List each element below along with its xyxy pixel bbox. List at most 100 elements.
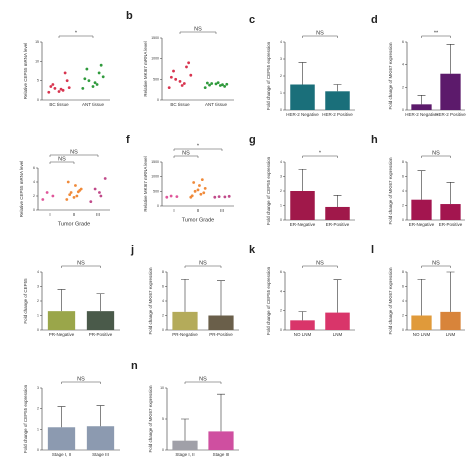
- y-tick-label: 2: [280, 189, 282, 193]
- significance-bracket: [421, 155, 451, 158]
- x-tick-label: HER-2 Positive: [322, 112, 353, 117]
- y-tick-label: 8: [402, 160, 404, 164]
- bar: [290, 191, 315, 220]
- panel-label: n: [131, 360, 138, 372]
- y-axis-label: Relative MKI67 mRNA level: [143, 41, 148, 96]
- data-point: [63, 71, 67, 75]
- significance-label: *: [197, 143, 200, 149]
- data-point: [205, 81, 209, 85]
- bar: [290, 84, 315, 110]
- data-point: [74, 184, 77, 187]
- y-tick-label: 2: [402, 203, 404, 207]
- data-point: [69, 191, 73, 194]
- y-tick-label: 10: [35, 59, 39, 63]
- error-bar: [57, 289, 66, 312]
- panel-label: h: [371, 134, 378, 146]
- y-tick-label: 4: [402, 299, 404, 303]
- error-bar: [96, 405, 105, 427]
- error-bar: [298, 62, 307, 85]
- data-point: [68, 193, 72, 197]
- bar: [411, 315, 432, 330]
- bar: [440, 73, 461, 110]
- data-point: [196, 188, 200, 192]
- y-tick-label: 1: [37, 427, 39, 431]
- panel-label: l: [371, 244, 374, 256]
- y-tick-label: 1000: [151, 175, 159, 179]
- data-point: [165, 195, 169, 199]
- y-tick-label: 8: [162, 270, 164, 274]
- significance-label: NS: [316, 30, 324, 36]
- significance-bracket: [173, 148, 223, 151]
- x-tick-label: LNM: [333, 332, 343, 337]
- data-point: [169, 75, 173, 79]
- error-bar: [333, 279, 342, 313]
- x-tick-label: ER-Negative: [290, 222, 316, 227]
- bar: [47, 427, 76, 450]
- y-axis-label: Fold change of CEP55 expression: [266, 41, 271, 110]
- bar: [325, 206, 350, 220]
- data-point: [103, 177, 107, 180]
- panel-label: f: [126, 134, 130, 146]
- data-point: [99, 63, 103, 67]
- x-axis-label: Tumor Grade: [182, 217, 215, 223]
- x-tick-label: II: [73, 212, 76, 217]
- y-tick-label: 1: [280, 203, 282, 207]
- y-tick-label: 0: [37, 98, 39, 102]
- data-point: [200, 178, 204, 182]
- error-bar: [298, 311, 307, 321]
- y-tick-label: 6: [162, 284, 164, 288]
- data-point: [227, 194, 231, 198]
- significance-label: NS: [77, 260, 85, 266]
- data-point: [187, 61, 191, 65]
- bar: [86, 311, 115, 330]
- data-point: [202, 191, 206, 195]
- x-tick-label: III: [96, 212, 100, 217]
- data-point: [203, 86, 207, 89]
- data-point: [95, 83, 99, 86]
- x-tick-label: BC tissue: [170, 102, 190, 107]
- data-point: [67, 86, 71, 90]
- y-tick-label: 3: [37, 284, 39, 288]
- significance-bracket: [302, 155, 338, 158]
- data-point: [172, 69, 175, 73]
- data-point: [175, 195, 179, 199]
- data-point: [199, 192, 203, 196]
- bar: [290, 320, 315, 330]
- bar: [440, 311, 461, 330]
- significance-label: NS: [199, 376, 207, 382]
- y-tick-label: 4: [162, 299, 164, 303]
- data-point: [85, 67, 89, 71]
- y-tick-label: 2: [33, 194, 35, 198]
- data-point: [72, 196, 76, 199]
- data-point: [93, 81, 97, 84]
- data-point: [81, 87, 85, 90]
- x-tick-label: HER-2 Positive: [435, 112, 466, 117]
- significance-bracket: [184, 265, 222, 268]
- y-tick-label: 0: [157, 98, 159, 102]
- error-bar: [446, 271, 455, 312]
- significance-label: NS: [199, 260, 207, 266]
- bar: [47, 311, 76, 330]
- y-tick-label: 0: [402, 108, 404, 112]
- bar: [86, 426, 115, 450]
- y-tick-label: 3: [37, 386, 39, 390]
- data-point: [98, 191, 101, 194]
- error-bar: [298, 168, 307, 191]
- x-tick-label: NO LNM: [294, 332, 312, 337]
- data-point: [178, 80, 182, 83]
- bar: [325, 91, 350, 110]
- x-tick-label: ER-Positive: [439, 222, 463, 227]
- y-tick-label: 6: [402, 284, 404, 288]
- y-tick-label: 3: [280, 174, 282, 178]
- data-point: [223, 195, 227, 199]
- error-bar: [446, 182, 455, 205]
- data-point: [214, 82, 218, 86]
- error-bar: [217, 280, 225, 316]
- x-tick-label: PR-Positive: [89, 332, 113, 337]
- significance-bracket: [421, 265, 451, 268]
- data-point: [190, 194, 194, 198]
- significance-label: *: [75, 30, 78, 36]
- y-axis-label: Fold change of MKI67 expression: [148, 267, 153, 335]
- data-point: [65, 198, 69, 201]
